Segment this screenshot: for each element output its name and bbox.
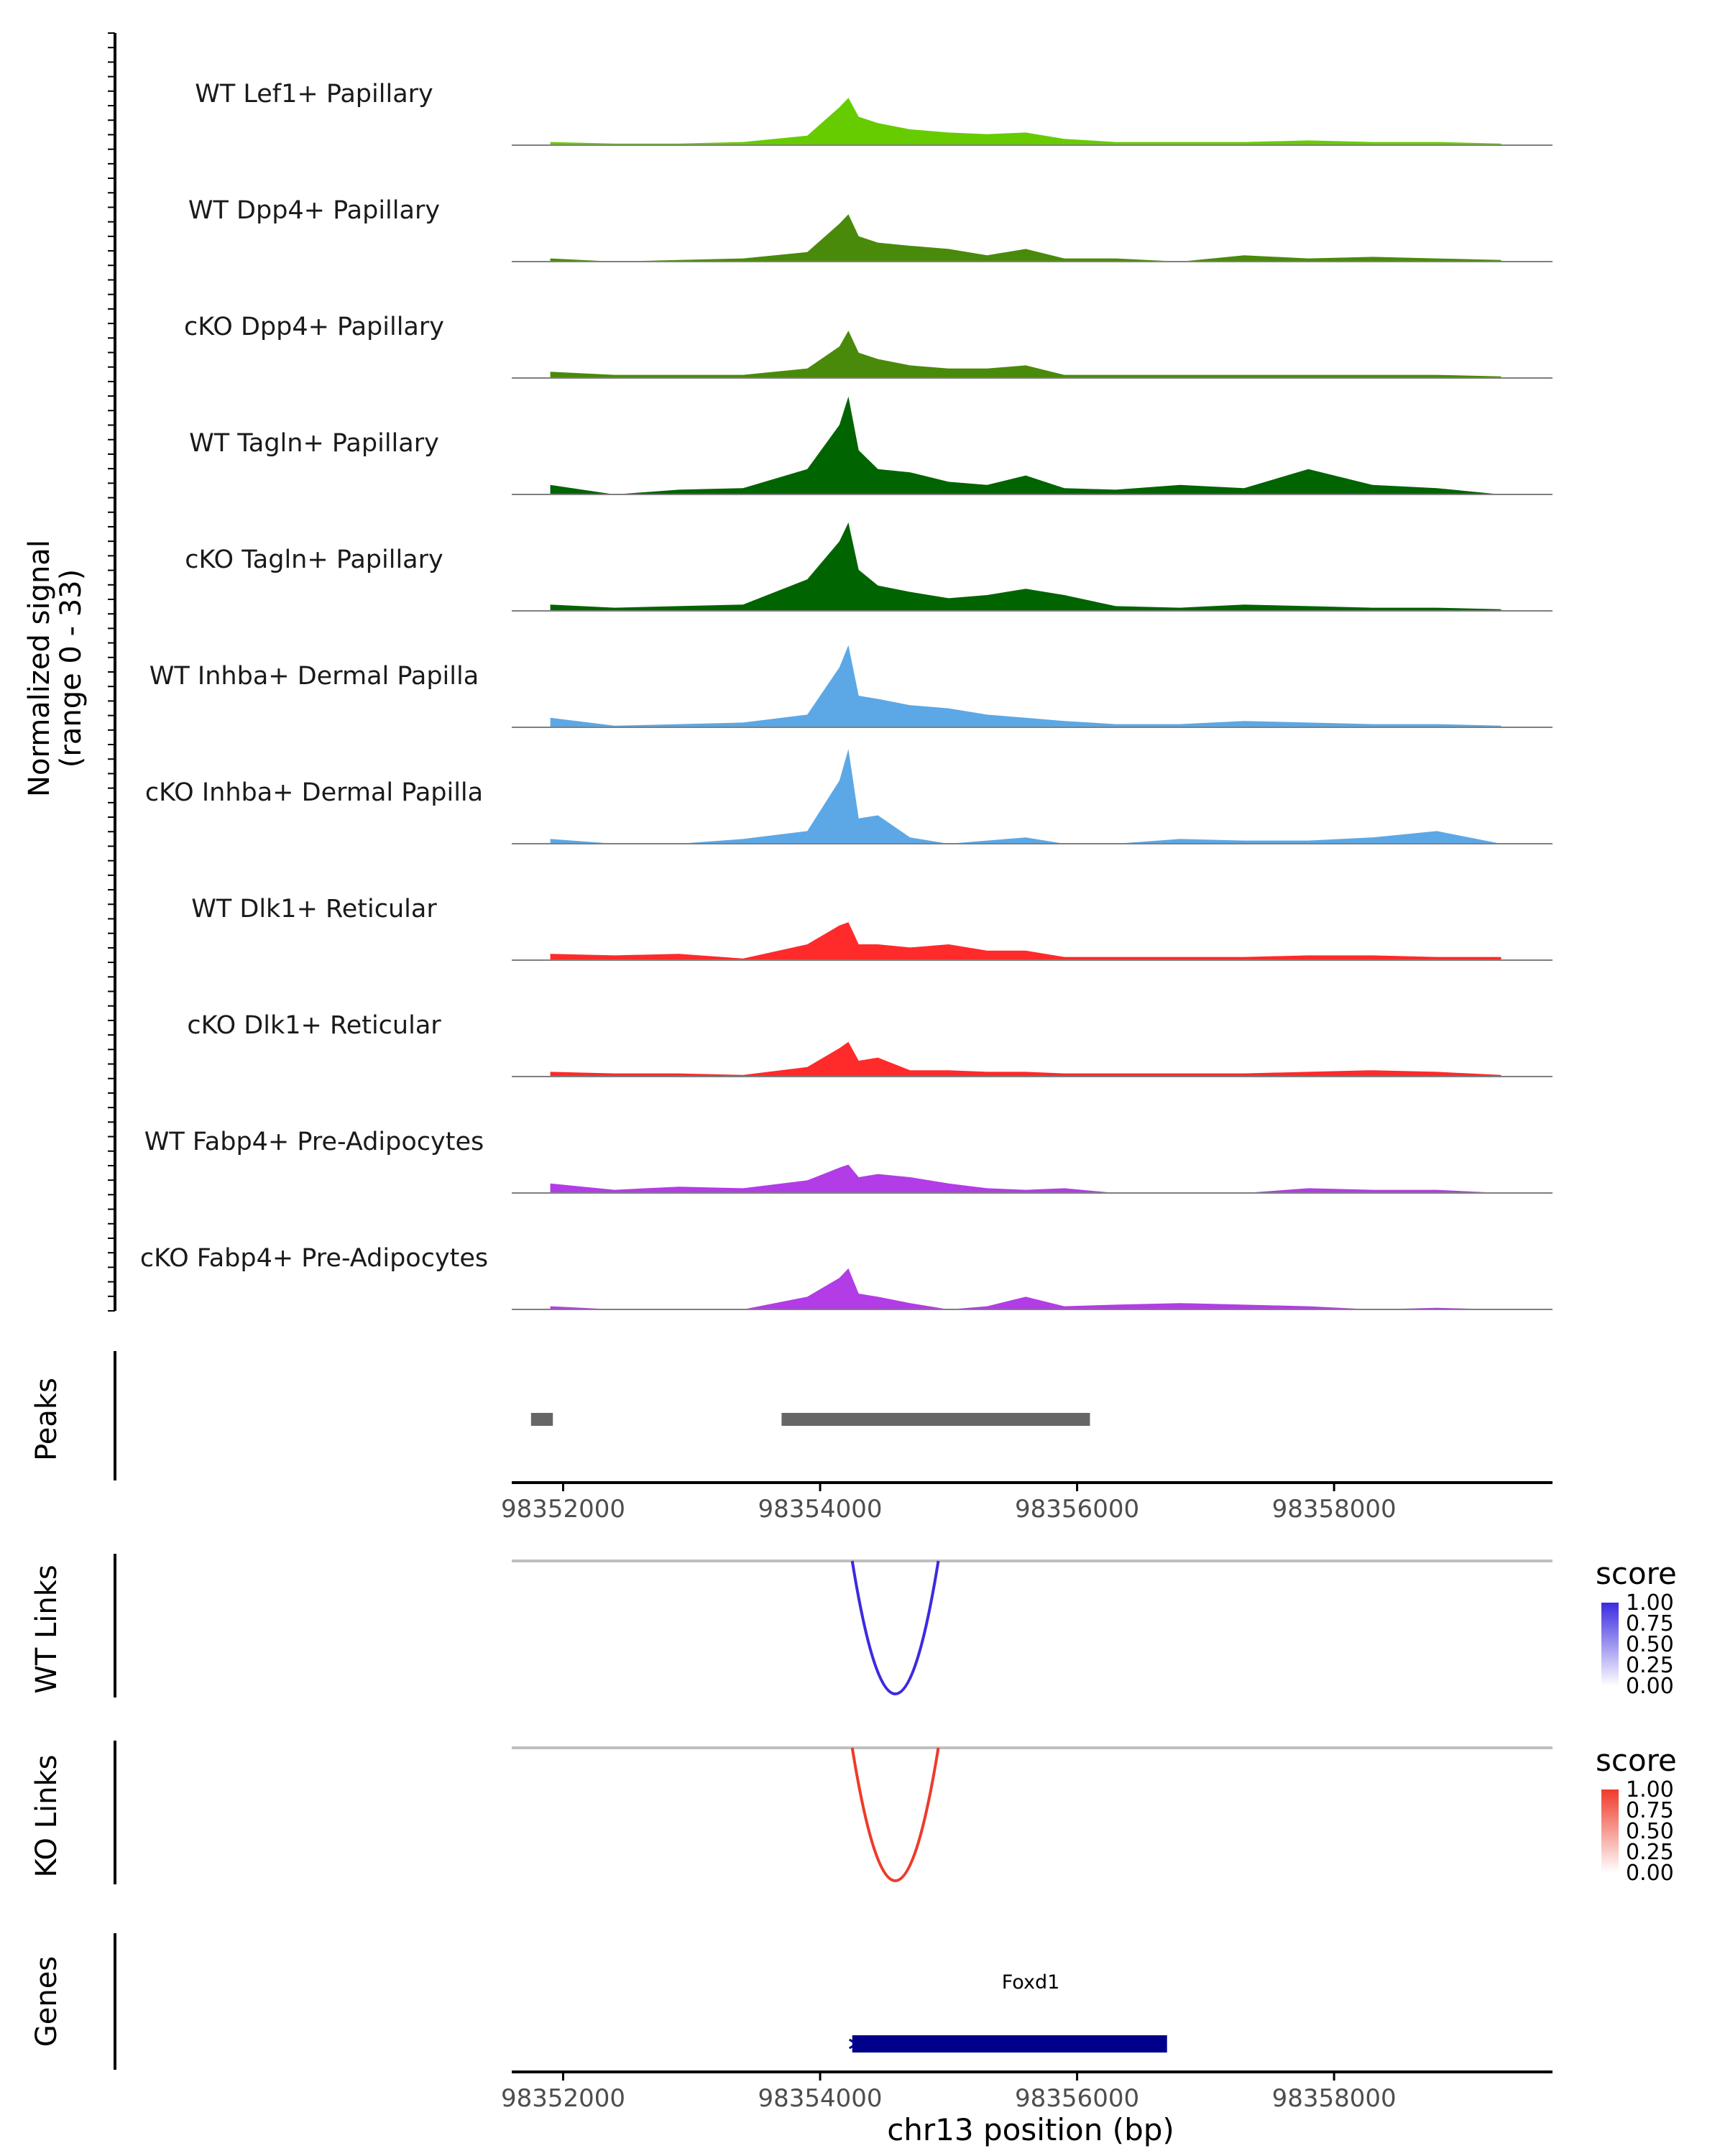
- genes-label: Genes: [30, 1956, 63, 2047]
- link-arc: [850, 1747, 940, 1882]
- track-wt-inhba-dermal-papilla: WT Inhba+ Dermal Papilla: [150, 645, 1552, 728]
- peak-region-2: [781, 1413, 1090, 1426]
- position-tick-label: 98358000: [1272, 1495, 1397, 1524]
- legend-label: 0.25: [1626, 1840, 1674, 1865]
- legend-label: 0.00: [1626, 1674, 1674, 1699]
- position-tick-label: 98352000: [501, 2084, 625, 2113]
- legend-title: score: [1596, 1743, 1677, 1778]
- gene-body: [852, 2035, 1167, 2053]
- coverage-ylabel-line2: (range 0 - 33): [55, 569, 88, 768]
- position-tick-label: 98356000: [1015, 1495, 1139, 1524]
- position-tick-label: 98356000: [1015, 2084, 1139, 2113]
- track-label: WT Inhba+ Dermal Papilla: [150, 662, 479, 691]
- coverage-area-cko-fabp4-pre-adipocytes: [550, 1268, 1501, 1309]
- position-axis-bottom: 98352000 98354000 98356000 98358000: [501, 2070, 1552, 2113]
- legend-label: 0.75: [1626, 1798, 1674, 1823]
- track-wt-dlk1-reticular: WT Dlk1+ Reticular: [191, 895, 1552, 961]
- track-cko-fabp4-pre-adipocytes: cKO Fabp4+ Pre-Adipocytes: [140, 1244, 1552, 1310]
- legend-colorbar: [1601, 1603, 1619, 1686]
- gene-foxd1: Foxd1: [848, 1971, 1167, 2053]
- track-label: WT Fabp4+ Pre-Adipocytes: [144, 1128, 484, 1156]
- legend-label: 0.25: [1626, 1653, 1674, 1678]
- track-cko-tagln-papillary: cKO Tagln+ Papillary: [185, 522, 1552, 612]
- peak-region-1: [530, 1413, 553, 1426]
- links-track-ko-links: KO Links: [30, 1741, 1552, 1884]
- legend-title: score: [1596, 1556, 1677, 1591]
- link-arc: [850, 1560, 940, 1695]
- legend-label: 0.75: [1626, 1611, 1674, 1636]
- position-tick-label: 98354000: [758, 2084, 883, 2113]
- position-axis-top: 98352000 98354000 98356000 98358000: [501, 1481, 1552, 1524]
- coverage-area-wt-inhba-dermal-papilla: [550, 645, 1501, 727]
- genes-panel: Genes Foxd1: [30, 1933, 1167, 2070]
- track-label: cKO Tagln+ Papillary: [185, 545, 443, 574]
- track-label: WT Lef1+ Papillary: [195, 80, 433, 109]
- coverage-area-wt-lef1-papillary: [550, 98, 1501, 145]
- track-wt-dpp4-papillary: WT Dpp4+ Papillary: [188, 196, 1552, 262]
- track-label: cKO Fabp4+ Pre-Adipocytes: [140, 1244, 488, 1273]
- links-label: KO Links: [30, 1755, 63, 1878]
- track-label: WT Dpp4+ Papillary: [188, 196, 440, 225]
- coverage-area-cko-dpp4-papillary: [550, 331, 1501, 378]
- gene-strand-arrow: [848, 2038, 859, 2050]
- position-tick-label: 98358000: [1272, 2084, 1397, 2113]
- peaks-panel: Peaks: [30, 1351, 1090, 1480]
- track-wt-lef1-papillary: WT Lef1+ Papillary: [195, 80, 1552, 146]
- coverage-area-cko-dlk1-reticular: [550, 1041, 1501, 1077]
- coverage-area-wt-dlk1-reticular: [550, 922, 1501, 960]
- track-label: WT Tagln+ Papillary: [189, 429, 439, 458]
- peaks-label: Peaks: [30, 1378, 63, 1461]
- track-label: WT Dlk1+ Reticular: [191, 895, 437, 923]
- coverage-panel: WT Lef1+ Papillary WT Dpp4+ Papillary cKO …: [108, 32, 1552, 1312]
- coverage-area-cko-tagln-papillary: [550, 522, 1501, 611]
- track-cko-dpp4-papillary: cKO Dpp4+ Papillary: [184, 313, 1552, 379]
- legend-label: 0.50: [1626, 1819, 1674, 1844]
- links-label: WT Links: [30, 1565, 63, 1693]
- track-cko-dlk1-reticular: cKO Dlk1+ Reticular: [187, 1011, 1552, 1077]
- coverage-ylabel-line1: Normalized signal: [23, 540, 56, 797]
- legend-label: 0.50: [1626, 1632, 1674, 1657]
- legend-label: 1.00: [1626, 1777, 1674, 1802]
- track-wt-fabp4-pre-adipocytes: WT Fabp4+ Pre-Adipocytes: [144, 1128, 1552, 1194]
- coverage-area-cko-inhba-dermal-papilla: [550, 749, 1501, 844]
- coverage-area-wt-fabp4-pre-adipocytes: [550, 1164, 1501, 1193]
- track-label: cKO Inhba+ Dermal Papilla: [145, 778, 483, 807]
- legend-label: 1.00: [1626, 1590, 1674, 1616]
- coverage-area-wt-tagln-papillary: [550, 396, 1501, 494]
- track-cko-inhba-dermal-papilla: cKO Inhba+ Dermal Papilla: [145, 749, 1552, 844]
- position-tick-label: 98354000: [758, 1495, 883, 1524]
- links-track-wt-links: WT Links: [30, 1554, 1552, 1697]
- legend-label: 0.00: [1626, 1861, 1674, 1886]
- track-label: cKO Dlk1+ Reticular: [187, 1011, 441, 1040]
- position-tick-label: 98352000: [501, 1495, 625, 1524]
- track-label: cKO Dpp4+ Papillary: [184, 313, 444, 341]
- coverage-y-axis-title: Normalized signal (range 0 - 33): [23, 540, 88, 797]
- track-wt-tagln-papillary: WT Tagln+ Papillary: [189, 396, 1552, 495]
- coverage-area-wt-dpp4-papillary: [550, 214, 1501, 262]
- gene-name-label: Foxd1: [1002, 1971, 1060, 1994]
- legend-colorbar: [1601, 1789, 1619, 1873]
- x-axis-title: chr13 position (bp): [887, 2112, 1174, 2147]
